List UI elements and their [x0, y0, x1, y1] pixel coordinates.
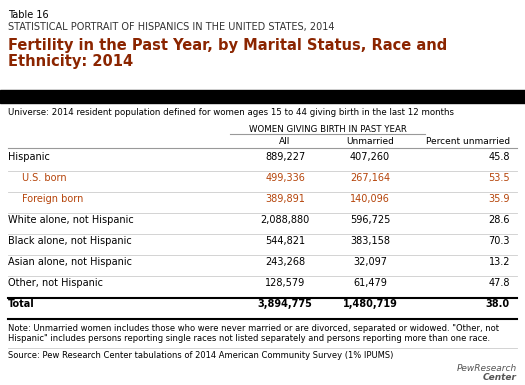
Text: Note: Unmarried women includes those who were never married or are divorced, sep: Note: Unmarried women includes those who…: [8, 324, 499, 333]
Text: White alone, not Hispanic: White alone, not Hispanic: [8, 215, 134, 225]
Text: 243,268: 243,268: [265, 257, 305, 267]
Text: 32,097: 32,097: [353, 257, 387, 267]
Text: 267,164: 267,164: [350, 173, 390, 183]
Text: 128,579: 128,579: [265, 278, 305, 288]
Text: Foreign born: Foreign born: [22, 194, 83, 204]
Text: WOMEN GIVING BIRTH IN PAST YEAR: WOMEN GIVING BIRTH IN PAST YEAR: [248, 125, 406, 134]
Text: 544,821: 544,821: [265, 236, 305, 246]
Text: Percent unmarried: Percent unmarried: [426, 137, 510, 146]
Text: All: All: [279, 137, 291, 146]
Text: Source: Pew Research Center tabulations of 2014 American Community Survey (1% IP: Source: Pew Research Center tabulations …: [8, 351, 393, 360]
Text: Asian alone, not Hispanic: Asian alone, not Hispanic: [8, 257, 132, 267]
Text: 499,336: 499,336: [265, 173, 305, 183]
Text: 407,260: 407,260: [350, 152, 390, 162]
Text: 2,088,880: 2,088,880: [260, 215, 310, 225]
Text: Black alone, not Hispanic: Black alone, not Hispanic: [8, 236, 132, 246]
Text: U.S. born: U.S. born: [22, 173, 67, 183]
Text: 47.8: 47.8: [488, 278, 510, 288]
Text: Hispanic" includes persons reporting single races not listed separately and pers: Hispanic" includes persons reporting sin…: [8, 334, 490, 343]
Text: 140,096: 140,096: [350, 194, 390, 204]
Text: 38.0: 38.0: [486, 299, 510, 309]
Text: Unmarried: Unmarried: [346, 137, 394, 146]
Text: 53.5: 53.5: [488, 173, 510, 183]
Text: Universe: 2014 resident population defined for women ages 15 to 44 giving birth : Universe: 2014 resident population defin…: [8, 108, 454, 117]
Text: 70.3: 70.3: [488, 236, 510, 246]
Text: 45.8: 45.8: [488, 152, 510, 162]
Text: Ethnicity: 2014: Ethnicity: 2014: [8, 54, 133, 69]
Text: 28.6: 28.6: [488, 215, 510, 225]
Text: PewResearch: PewResearch: [457, 364, 517, 373]
Text: STATISTICAL PORTRAIT OF HISPANICS IN THE UNITED STATES, 2014: STATISTICAL PORTRAIT OF HISPANICS IN THE…: [8, 22, 334, 32]
Text: 13.2: 13.2: [488, 257, 510, 267]
Text: Total: Total: [8, 299, 35, 309]
Text: Other, not Hispanic: Other, not Hispanic: [8, 278, 103, 288]
Text: Fertility in the Past Year, by Marital Status, Race and: Fertility in the Past Year, by Marital S…: [8, 38, 447, 53]
Text: Center: Center: [483, 373, 517, 382]
Bar: [0, 90, 525, 103]
Text: 1,480,719: 1,480,719: [342, 299, 397, 309]
Text: 383,158: 383,158: [350, 236, 390, 246]
Text: 596,725: 596,725: [350, 215, 390, 225]
Text: Table 16: Table 16: [8, 10, 49, 20]
Text: 35.9: 35.9: [488, 194, 510, 204]
Text: 389,891: 389,891: [265, 194, 305, 204]
Text: 889,227: 889,227: [265, 152, 305, 162]
Text: 3,894,775: 3,894,775: [258, 299, 312, 309]
Text: 61,479: 61,479: [353, 278, 387, 288]
Text: Hispanic: Hispanic: [8, 152, 50, 162]
